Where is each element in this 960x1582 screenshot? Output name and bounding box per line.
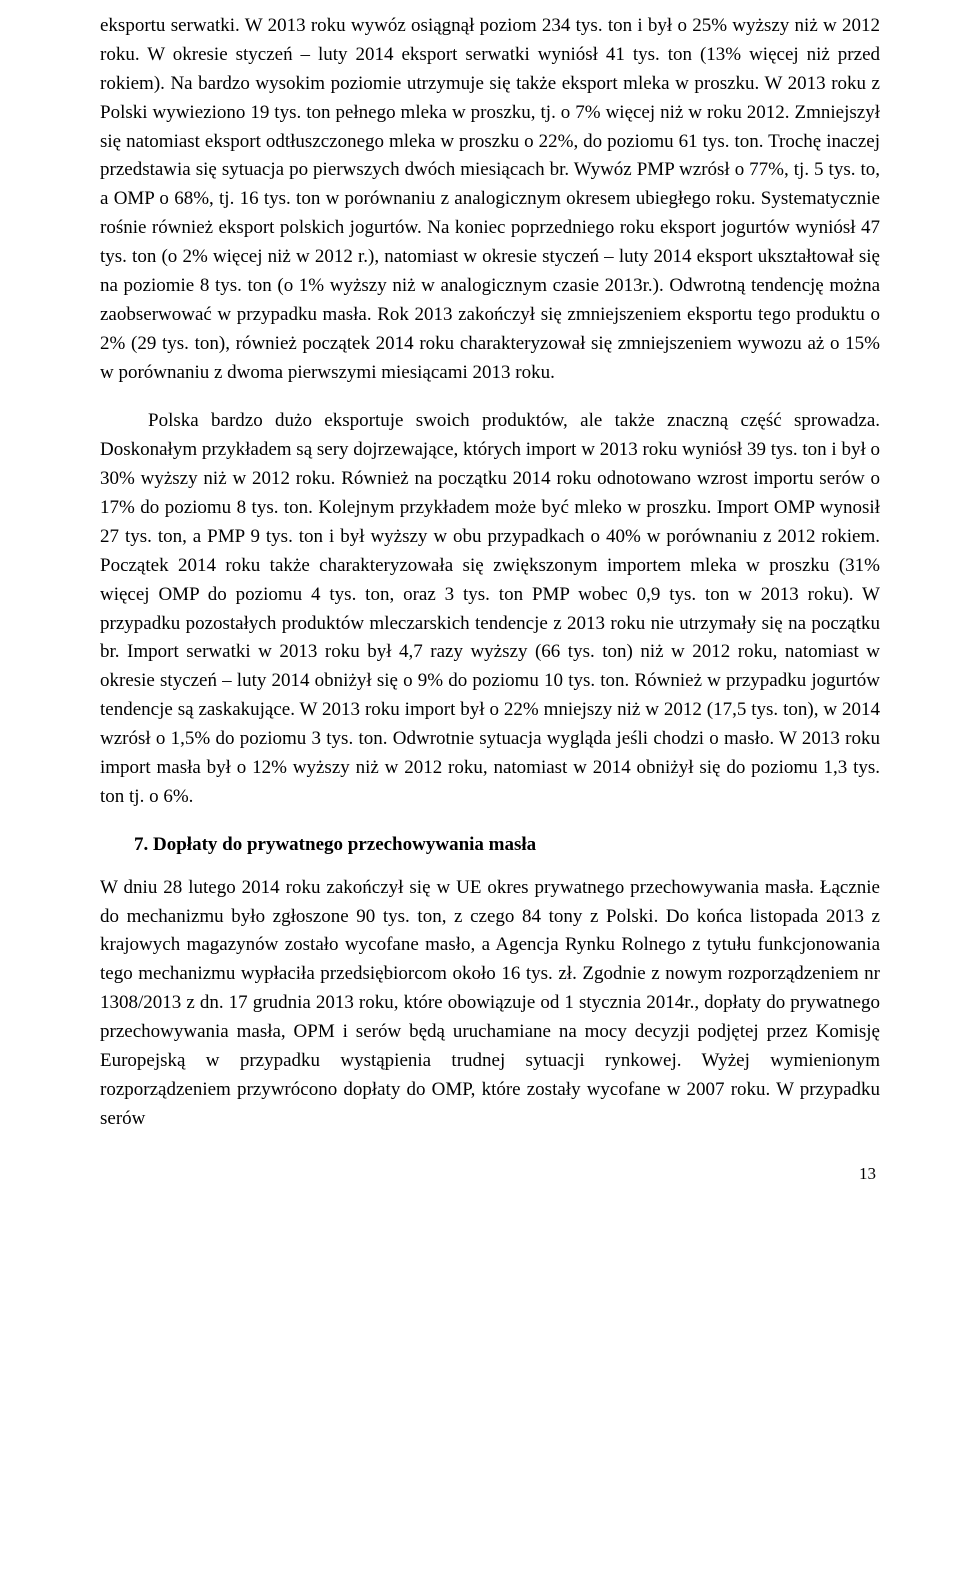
paragraph-2: Polska bardzo dużo eksportuje swoich pro… xyxy=(100,407,880,811)
document-page: eksportu serwatki. W 2013 roku wywóz osi… xyxy=(0,0,960,1224)
paragraph-1: eksportu serwatki. W 2013 roku wywóz osi… xyxy=(100,12,880,387)
section-heading-7: 7. Dopłaty do prywatnego przechowywania … xyxy=(100,834,880,856)
paragraph-3: W dniu 28 lutego 2014 roku zakończył się… xyxy=(100,874,880,1134)
page-number: 13 xyxy=(100,1164,880,1184)
